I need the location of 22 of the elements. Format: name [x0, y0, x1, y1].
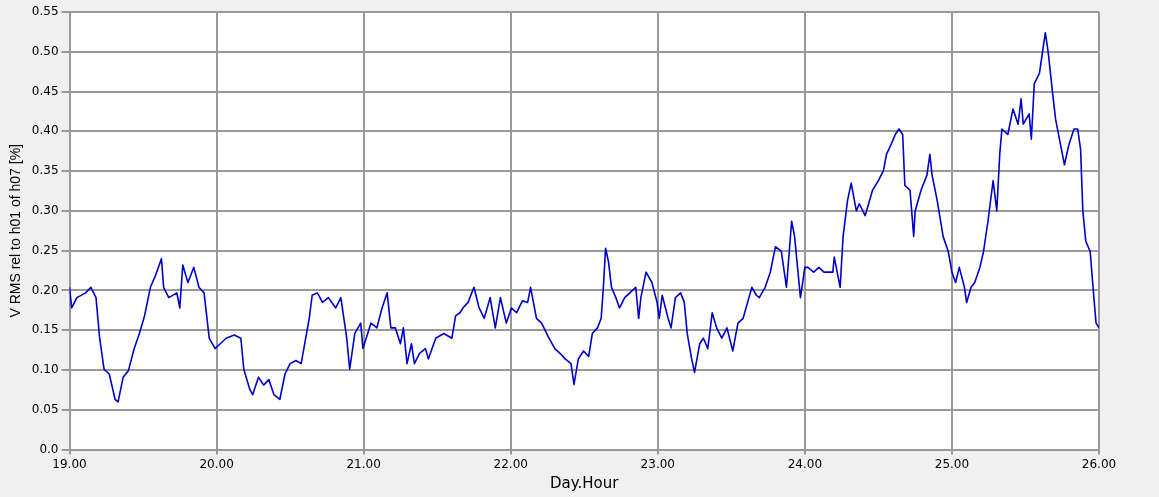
x-tick-label: 26.00	[1081, 456, 1117, 471]
x-tick-label: 25.00	[934, 456, 970, 471]
y-tick-label: 0.05	[31, 401, 59, 416]
y-tick-label: 0.35	[31, 163, 59, 178]
y-tick-label: 0.50	[31, 43, 59, 58]
y-tick-label: 0.25	[31, 242, 59, 257]
y-tick-label: 0.45	[31, 83, 59, 98]
x-tick-label: 21.00	[346, 456, 381, 471]
y-tick-label: 0.0	[39, 441, 59, 456]
y-tick-label: 0.10	[31, 362, 59, 377]
y-tick-label: 0.20	[31, 282, 59, 297]
y-tick-label: 0.55	[31, 4, 59, 19]
x-tick-label: 20.00	[199, 456, 234, 471]
y-axis-title: V RMS rel to h01 of h07 [%]	[7, 144, 24, 318]
y-tick-label: 0.15	[31, 322, 59, 337]
x-tick-label: 19.00	[52, 456, 87, 471]
x-axis-title: Day.Hour	[550, 473, 620, 492]
x-tick-label: 22.00	[493, 456, 528, 471]
y-tick-label: 0.30	[31, 203, 59, 218]
x-tick-label: 23.00	[640, 456, 675, 471]
x-tick-label: 24.00	[787, 456, 823, 471]
y-tick-label: 0.40	[31, 123, 59, 138]
